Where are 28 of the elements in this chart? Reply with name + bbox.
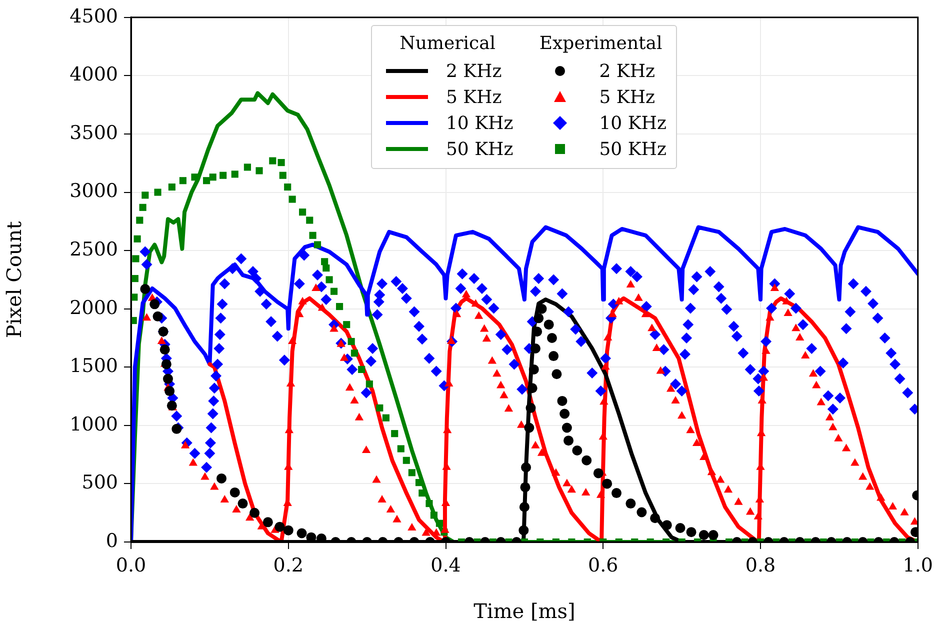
y-tick-label: 500 [82,472,118,494]
y-axis-title: Pixel Count [2,221,26,338]
y-tick-label: 1000 [70,413,118,436]
legend-label: 10 KHz [446,112,514,134]
y-tick-label: 2000 [70,296,118,319]
y-tick-label: 0 [106,530,118,552]
annotation: Experimental [538,32,664,56]
x-tick-label: 0.0 [116,554,146,576]
annotation: Numerical [398,32,497,56]
y-tick-label: 4000 [70,64,118,86]
legend-label: 2 KHz [446,60,502,82]
legend-label: 2 KHz [599,60,656,82]
legend-label: 5 KHz [446,86,502,108]
x-axis-title: Time [ms] [474,599,576,624]
x-tick-label: 0.4 [430,554,461,576]
x-tick-label: 0.2 [273,554,304,576]
legend-label: 5 KHz [599,86,656,108]
y-tick-label: 3500 [70,122,118,144]
x-tick-label: 0.6 [588,554,618,576]
x-tick-label: 1.0 [902,554,933,576]
legend-label: 10 KHz [599,112,666,134]
y-tick-label: 2500 [70,238,118,260]
y-tick-label: 4500 [70,5,118,28]
y-tick-label: 1500 [70,355,118,378]
x-tick-label: 0.8 [745,554,776,576]
legend-label: 50 KHz [446,138,514,160]
legend-label: 50 KHz [599,138,666,160]
y-tick-label: 3000 [70,180,118,202]
